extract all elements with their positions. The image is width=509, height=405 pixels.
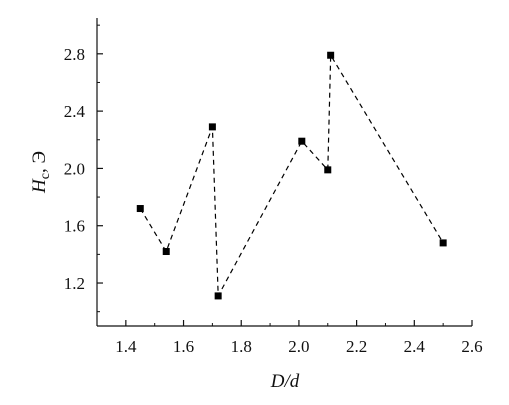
data-point <box>324 166 332 174</box>
data-point <box>214 292 222 300</box>
data-point <box>298 137 306 145</box>
y-axis-label-symbol: H <box>29 178 50 194</box>
data-point <box>136 205 144 213</box>
y-axis-label: Hc, Э <box>29 151 53 194</box>
x-tick-label: 1.6 <box>173 337 194 356</box>
x-tick-label: 2.6 <box>461 337 482 356</box>
x-tick-label: 1.4 <box>115 337 137 356</box>
y-tick-label: 2.8 <box>64 45 85 64</box>
y-axis-label-subscript: c <box>38 173 53 179</box>
markers <box>136 51 447 300</box>
series-line <box>139 53 444 299</box>
x-tick-label: 2.4 <box>404 337 426 356</box>
y-ticks: 1.2 1.6 2.0 2.4 2.8 <box>64 24 103 313</box>
x-tick-label: 2.2 <box>346 337 367 356</box>
data-point <box>327 51 335 59</box>
y-tick-label: 1.6 <box>64 217 85 236</box>
x-ticks: 1.4 1.6 1.8 2.0 2.2 2.4 2.6 <box>96 320 483 356</box>
x-axis-label: D/d <box>270 371 300 392</box>
y-tick-label: 1.2 <box>64 274 85 293</box>
data-point <box>208 123 216 131</box>
x-tick-label: 1.8 <box>231 337 252 356</box>
y-tick-label: 2.0 <box>64 159 85 178</box>
series-dashed-line <box>139 53 444 299</box>
data-point <box>439 239 447 247</box>
y-axis-label-unit: , Э <box>29 151 50 173</box>
y-tick-label: 2.4 <box>64 102 86 121</box>
data-point <box>162 248 170 256</box>
x-tick-label: 2.0 <box>288 337 309 356</box>
